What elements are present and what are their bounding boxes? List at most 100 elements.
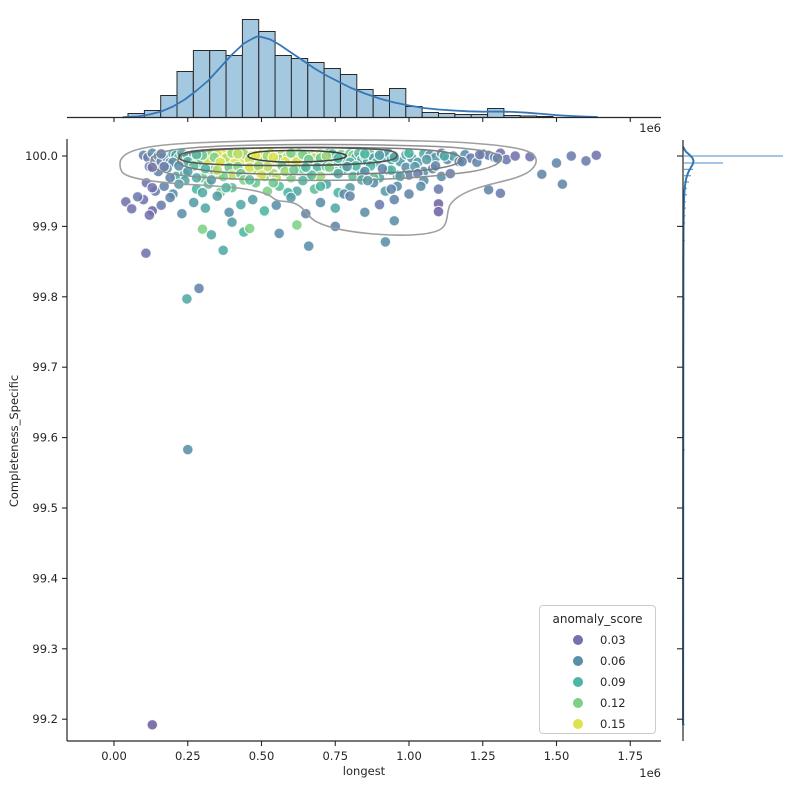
scatter-point bbox=[388, 151, 401, 164]
scatter-point bbox=[388, 193, 401, 206]
scatter-point bbox=[403, 188, 415, 200]
scatter-point bbox=[535, 168, 548, 181]
scatter-point bbox=[199, 202, 212, 214]
legend-entry: 0.09 bbox=[540, 671, 655, 692]
scatter-point bbox=[267, 151, 280, 164]
scatter-point bbox=[358, 206, 371, 219]
top-histogram-bar bbox=[307, 62, 325, 118]
top-histogram-bar bbox=[209, 50, 227, 118]
scatter-point bbox=[181, 443, 194, 456]
x-tick-label: 0.50 bbox=[249, 749, 275, 763]
top-histogram-bar bbox=[274, 55, 292, 118]
y-axis-label: Completeness_Specific bbox=[7, 374, 21, 508]
scatter-point bbox=[258, 205, 271, 217]
scatter-point bbox=[323, 161, 336, 174]
legend-label: 0.06 bbox=[600, 653, 626, 668]
scatter-point bbox=[438, 150, 451, 162]
x-tick-label: 0.00 bbox=[101, 749, 127, 763]
kde-contour bbox=[247, 149, 347, 163]
y-tick-label: 99.9 bbox=[32, 219, 58, 233]
scatter-point bbox=[273, 227, 286, 240]
legend-label: 0.03 bbox=[600, 632, 626, 647]
scatter-point bbox=[565, 150, 578, 162]
y-tick-label: 99.8 bbox=[32, 290, 58, 304]
legend-label: 0.12 bbox=[600, 695, 626, 710]
scatter-point bbox=[246, 193, 259, 206]
scatter-point bbox=[158, 180, 171, 193]
legend-entry: 0.06 bbox=[540, 650, 655, 671]
y-tick-label: 99.3 bbox=[32, 642, 58, 656]
scatter-point bbox=[388, 214, 401, 227]
legend-label: 0.09 bbox=[600, 674, 626, 689]
scatter-point bbox=[373, 149, 386, 162]
scatter-point bbox=[379, 236, 392, 248]
y-tick-label: 99.6 bbox=[32, 431, 58, 445]
top-histogram-bar bbox=[487, 108, 505, 118]
top-histogram-bar bbox=[340, 74, 358, 118]
legend: anomaly_score 0.03 0.06 0.09 0.12 0.15 bbox=[539, 605, 656, 734]
scatter-point bbox=[403, 147, 415, 160]
scatter-point bbox=[146, 718, 159, 731]
scatter-point bbox=[187, 196, 200, 209]
scatter-point bbox=[181, 293, 193, 305]
scatter-point bbox=[420, 153, 433, 166]
legend-dot-icon bbox=[573, 718, 583, 729]
scatter-point bbox=[329, 220, 342, 233]
scatter-point bbox=[146, 181, 159, 194]
top-histogram-bar bbox=[421, 112, 440, 118]
scatter-point bbox=[211, 190, 224, 202]
scatter-point bbox=[376, 162, 389, 175]
scatter-point bbox=[385, 183, 398, 195]
scatter-point bbox=[226, 216, 238, 229]
top-histogram-bar bbox=[225, 55, 243, 118]
scatter-point bbox=[193, 282, 205, 295]
kde-contour bbox=[150, 143, 503, 182]
y-tick-label: 99.2 bbox=[32, 712, 58, 726]
scatter-point bbox=[146, 161, 159, 174]
scatter-point bbox=[223, 206, 235, 219]
scatter-point bbox=[432, 205, 445, 218]
y-tick-label: 99.5 bbox=[32, 501, 58, 515]
scatter-point bbox=[358, 148, 371, 160]
x-axis-label: longest bbox=[342, 764, 386, 778]
scatter-point bbox=[432, 183, 445, 195]
legend-label: 0.15 bbox=[600, 716, 626, 731]
legend-dot-icon bbox=[573, 676, 583, 687]
right-kde-curve bbox=[682, 146, 695, 725]
legend-dot-icon bbox=[573, 634, 583, 645]
scatter-point bbox=[243, 222, 256, 235]
scatter-point bbox=[155, 199, 168, 212]
scatter-point bbox=[196, 223, 209, 236]
y-tick-label: 99.7 bbox=[32, 360, 58, 374]
scatter-point bbox=[314, 180, 327, 193]
kde-contour bbox=[119, 139, 537, 236]
scatter-point bbox=[267, 176, 280, 189]
scatter-point bbox=[164, 191, 176, 204]
top-histogram-bar bbox=[241, 19, 260, 118]
scatter-point bbox=[509, 150, 522, 162]
x-tick-label: 0.25 bbox=[175, 749, 201, 763]
scatter-point bbox=[234, 198, 247, 211]
scatter-point bbox=[299, 161, 312, 174]
scatter-point bbox=[580, 155, 592, 167]
top-histogram-bar bbox=[258, 31, 276, 118]
legend-dot-icon bbox=[573, 655, 583, 666]
scatter-point bbox=[329, 202, 342, 214]
scatter-point bbox=[302, 240, 315, 252]
scatter-point bbox=[205, 174, 218, 186]
legend-entry: 0.03 bbox=[540, 629, 655, 650]
x-tick-label: 1.00 bbox=[396, 749, 422, 763]
y-tick-label: 99.4 bbox=[32, 571, 58, 585]
scatter-point bbox=[217, 244, 230, 257]
kde-contour bbox=[178, 146, 398, 167]
scatter-point bbox=[125, 202, 138, 215]
scatter-point bbox=[456, 155, 468, 168]
scatter-point bbox=[314, 196, 327, 209]
x-offset-label-bottom: 1e6 bbox=[639, 766, 661, 780]
scatter-point bbox=[205, 228, 218, 241]
x-tick-label: 1.50 bbox=[544, 749, 570, 763]
scatter-point bbox=[556, 178, 569, 191]
scatter-point bbox=[199, 162, 212, 175]
scatter-point bbox=[341, 160, 353, 173]
